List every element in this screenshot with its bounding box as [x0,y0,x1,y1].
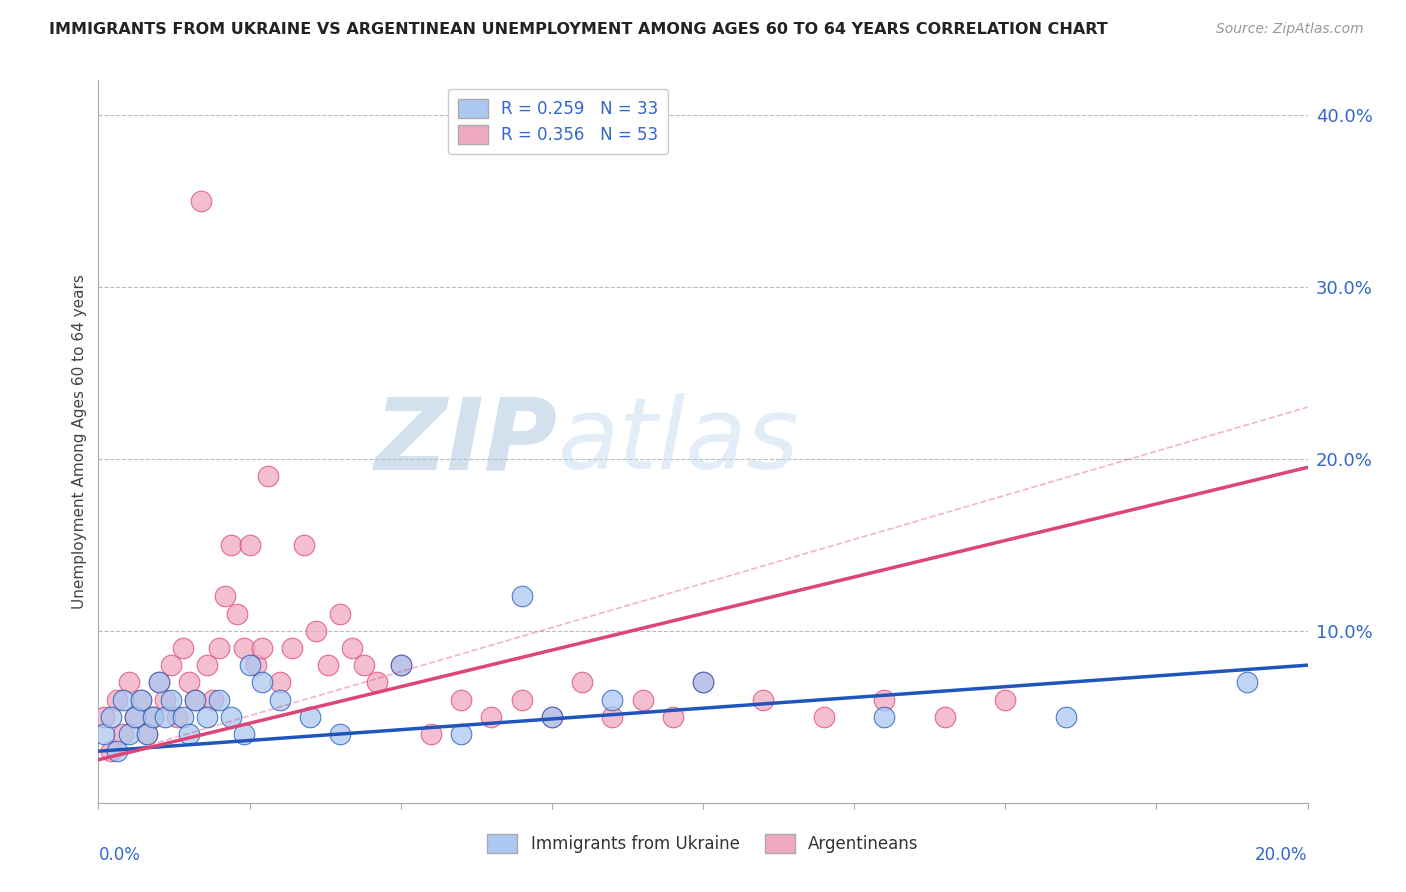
Point [316,658,339,673]
Point [232,727,254,741]
Point [184,692,207,706]
Point [510,590,533,604]
Point [226,607,249,621]
Point [661,710,683,724]
Point [142,710,165,724]
Point [105,744,128,758]
Point [305,624,328,638]
Point [1054,710,1077,724]
Point [631,692,654,706]
Point [934,710,956,724]
Point [299,710,322,724]
Point [692,675,714,690]
Point [202,692,225,706]
Point [179,727,201,741]
Point [692,675,714,690]
Point [166,710,188,724]
Point [93,727,115,741]
Point [153,710,176,724]
Point [450,727,472,741]
Point [93,710,115,724]
Point [184,692,207,706]
Point [813,710,835,724]
Point [129,692,152,706]
Point [208,692,231,706]
Point [100,710,122,724]
Text: IMMIGRANTS FROM UKRAINE VS ARGENTINEAN UNEMPLOYMENT AMONG AGES 60 TO 64 YEARS CO: IMMIGRANTS FROM UKRAINE VS ARGENTINEAN U… [49,22,1108,37]
Point [142,710,165,724]
Point [481,710,503,724]
Point [221,538,243,552]
Point [269,675,291,690]
Point [450,692,472,706]
Legend: Immigrants from Ukraine, Argentineans: Immigrants from Ukraine, Argentineans [481,827,925,860]
Point [342,640,364,655]
Point [190,194,212,208]
Point [100,744,122,758]
Point [111,692,134,706]
Point [135,727,157,741]
Point [160,692,183,706]
Point [232,640,254,655]
Point [195,658,218,673]
Point [105,692,128,706]
Point [602,692,624,706]
Point [540,710,562,724]
Point [873,710,896,724]
Point [124,710,146,724]
Point [221,710,243,724]
Point [292,538,315,552]
Text: atlas: atlas [558,393,800,490]
Point [111,727,134,741]
Point [366,675,388,690]
Point [250,640,273,655]
Point [239,538,262,552]
Point [420,727,443,741]
Point [269,692,291,706]
Text: 20.0%: 20.0% [1256,847,1308,864]
Point [239,658,262,673]
Point [250,675,273,690]
Y-axis label: Unemployment Among Ages 60 to 64 years: Unemployment Among Ages 60 to 64 years [72,274,87,609]
Point [124,710,146,724]
Point [281,640,304,655]
Point [256,469,278,483]
Text: ZIP: ZIP [375,393,558,490]
Point [172,710,194,724]
Point [353,658,375,673]
Point [571,675,593,690]
Point [389,658,412,673]
Point [208,640,231,655]
Point [118,727,141,741]
Point [873,692,896,706]
Point [994,692,1017,706]
Point [602,710,624,724]
Point [752,692,775,706]
Text: 0.0%: 0.0% [98,847,141,864]
Point [160,658,183,673]
Point [329,727,352,741]
Point [540,710,562,724]
Point [172,640,194,655]
Point [195,710,218,724]
Point [148,675,170,690]
Point [118,675,141,690]
Point [214,590,236,604]
Point [153,692,176,706]
Text: Source: ZipAtlas.com: Source: ZipAtlas.com [1216,22,1364,37]
Point [1236,675,1258,690]
Point [135,727,157,741]
Point [129,692,152,706]
Point [510,692,533,706]
Point [148,675,170,690]
Point [389,658,412,673]
Point [179,675,201,690]
Point [329,607,352,621]
Point [245,658,267,673]
